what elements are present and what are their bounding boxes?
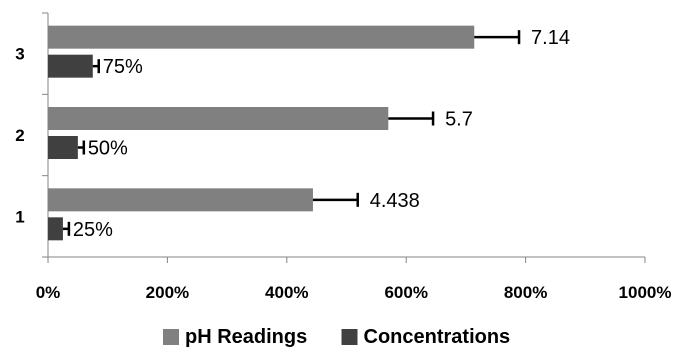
chart-legend: pH Readings Concentrations	[163, 326, 510, 348]
x-tick-label: 200%	[146, 283, 189, 302]
y-tick-label: 2	[15, 126, 24, 145]
bar	[48, 107, 389, 130]
bar	[48, 136, 78, 159]
data-label: 25%	[73, 219, 113, 241]
chart-axes	[42, 12, 646, 263]
data-label: 50%	[88, 138, 128, 160]
x-tick-label: 0%	[36, 283, 61, 302]
y-tick-label: 3	[15, 45, 24, 64]
chart-error-bars	[62, 30, 521, 236]
x-tick-label: 400%	[265, 283, 308, 302]
legend-label: pH Readings	[185, 326, 307, 348]
data-label: 7.14	[531, 27, 570, 49]
chart-tick-labels: 0% 200% 400% 600% 800% 1000% 1 2 3	[15, 45, 671, 302]
bar	[48, 25, 475, 49]
data-label: 75%	[103, 56, 143, 78]
legend-swatch	[341, 329, 358, 345]
x-tick-label: 600%	[384, 283, 427, 302]
chart-bars	[48, 25, 475, 241]
legend-label: Concentrations	[364, 326, 511, 348]
x-tick-label: 1000%	[619, 283, 672, 302]
chart-data-labels: 4.438 25% 5.7 50% 7.14 75%	[73, 27, 570, 241]
legend-swatch	[163, 329, 179, 345]
y-tick-label: 1	[15, 207, 24, 226]
data-label: 5.7	[445, 109, 473, 131]
x-tick-label: 800%	[504, 283, 547, 302]
bar	[48, 54, 93, 78]
bar	[48, 188, 313, 212]
data-label: 4.438	[370, 190, 420, 212]
bar	[48, 217, 63, 241]
